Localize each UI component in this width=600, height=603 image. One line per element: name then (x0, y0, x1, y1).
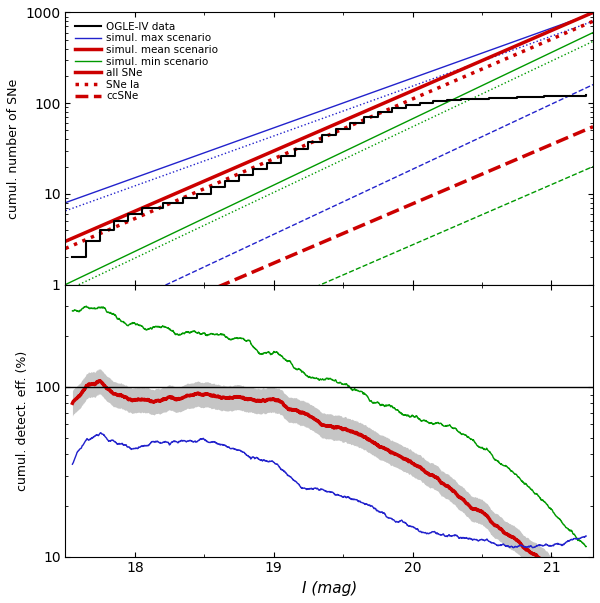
X-axis label: I (mag): I (mag) (302, 581, 357, 596)
Y-axis label: cumul. number of SNe: cumul. number of SNe (7, 78, 20, 219)
Legend: OGLE-IV data, simul. max scenario, simul. mean scenario, simul. min scenario, al: OGLE-IV data, simul. max scenario, simul… (71, 17, 222, 106)
Y-axis label: cumul. detect. eff. (%): cumul. detect. eff. (%) (16, 350, 29, 491)
